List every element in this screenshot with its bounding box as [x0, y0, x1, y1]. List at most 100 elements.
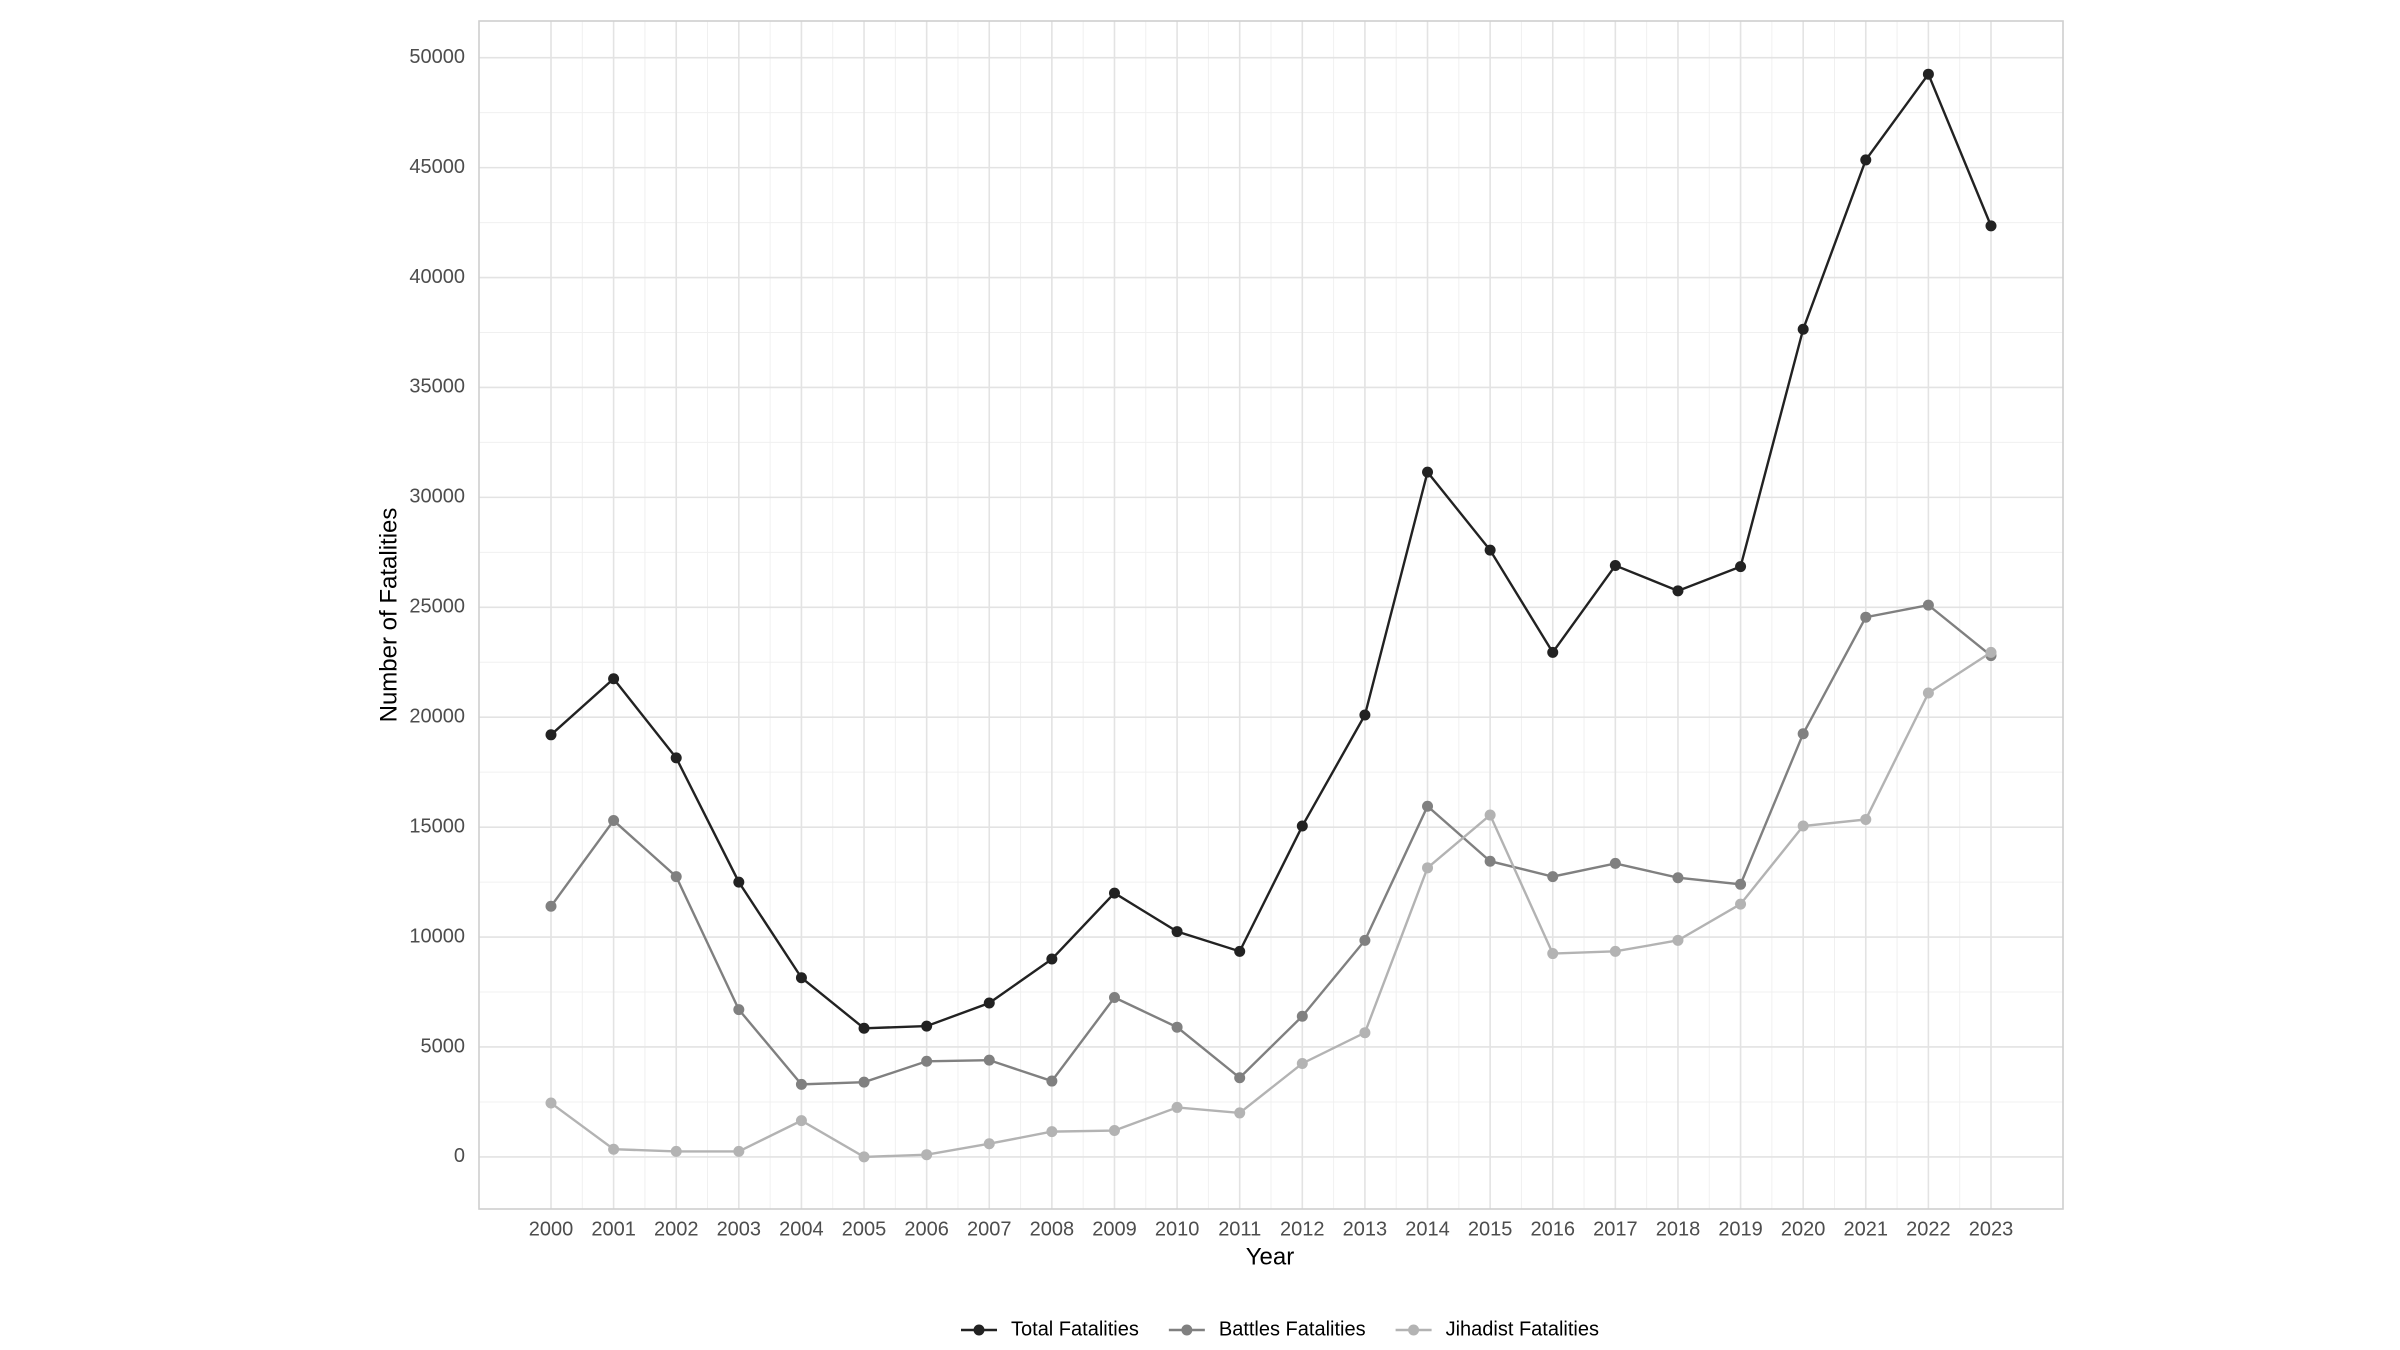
- data-point: [983, 1054, 995, 1066]
- data-point: [1234, 1072, 1246, 1084]
- data-point: [1735, 878, 1747, 890]
- data-point: [733, 1145, 745, 1157]
- x-axis-title: Year: [1246, 1243, 1295, 1270]
- y-tick-label: 0: [454, 1145, 465, 1167]
- data-point: [1108, 887, 1120, 899]
- y-tick-label: 35000: [409, 376, 465, 398]
- x-tick-label: 2018: [1656, 1218, 1701, 1240]
- data-point: [1046, 953, 1058, 965]
- y-tick-label: 10000: [409, 925, 465, 947]
- data-point: [795, 1078, 807, 1090]
- data-point: [545, 900, 557, 912]
- y-tick-label: 5000: [421, 1035, 466, 1057]
- series-line: [550, 651, 1992, 1159]
- x-tick-label: 2006: [904, 1218, 949, 1240]
- data-point: [1922, 599, 1934, 611]
- data-point: [858, 1022, 870, 1034]
- x-tick-label: 2019: [1718, 1218, 1763, 1240]
- data-point: [670, 871, 682, 883]
- x-tick-label: 2020: [1781, 1218, 1826, 1240]
- data-point: [1985, 220, 1997, 232]
- series-line: [550, 603, 1992, 1086]
- legend-label: Battles Fatalities: [1219, 1318, 1366, 1340]
- data-point: [1797, 323, 1809, 335]
- data-point: [1985, 646, 1997, 658]
- data-point: [1359, 709, 1371, 721]
- x-tick-label: 2010: [1155, 1218, 1200, 1240]
- data-point: [545, 729, 557, 741]
- x-tick-label: 2017: [1593, 1218, 1638, 1240]
- y-tick-label: 30000: [409, 486, 465, 508]
- data-point: [983, 1138, 995, 1150]
- x-tick-label: 2004: [779, 1218, 824, 1240]
- x-tick-label: 2011: [1218, 1218, 1261, 1240]
- data-point: [733, 1004, 745, 1016]
- y-tick-label: 15000: [409, 815, 465, 837]
- data-point: [1046, 1126, 1058, 1138]
- data-point: [1422, 466, 1434, 478]
- data-point: [1735, 561, 1747, 573]
- x-tick-label: 2002: [654, 1218, 699, 1240]
- y-axis-title: Number of Fatalities: [375, 508, 402, 723]
- legend-item: Total Fatalities: [961, 1318, 1139, 1340]
- x-tick-label: 2013: [1343, 1218, 1388, 1240]
- x-tick-label: 2014: [1405, 1218, 1450, 1240]
- x-tick-label: 2022: [1906, 1218, 1951, 1240]
- legend-marker: [1181, 1324, 1193, 1336]
- data-point: [1547, 871, 1559, 883]
- data-point: [1547, 646, 1559, 658]
- y-tick-label: 40000: [409, 266, 465, 288]
- data-point: [921, 1149, 933, 1161]
- data-point: [1171, 1101, 1183, 1113]
- y-tick-label: 25000: [409, 596, 465, 618]
- data-point: [1296, 820, 1308, 832]
- x-tick-label: 2008: [1030, 1218, 1075, 1240]
- data-point: [608, 673, 620, 685]
- data-point: [1547, 948, 1559, 960]
- x-tick-label: 2005: [842, 1218, 887, 1240]
- data-point: [983, 997, 995, 1009]
- x-tick-label: 2001: [591, 1218, 636, 1240]
- data-point: [1359, 934, 1371, 946]
- data-point: [670, 1145, 682, 1157]
- x-tick-label: 2015: [1468, 1218, 1513, 1240]
- data-point: [1672, 585, 1684, 597]
- data-point: [545, 1097, 557, 1109]
- data-point: [858, 1076, 870, 1088]
- legend-label: Total Fatalities: [1011, 1318, 1139, 1340]
- legend-marker: [1408, 1324, 1420, 1336]
- data-point: [858, 1151, 870, 1163]
- data-point: [1609, 945, 1621, 957]
- data-point: [1860, 154, 1872, 166]
- data-point: [1296, 1010, 1308, 1022]
- data-point: [1422, 862, 1434, 874]
- data-point: [1108, 992, 1120, 1004]
- data-point: [1234, 945, 1246, 957]
- legend-label: Jihadist Fatalities: [1446, 1318, 1599, 1340]
- x-tick-label: 2007: [967, 1218, 1012, 1240]
- legend: Total Fatalities Battles Fatalities Jihadi…: [961, 1318, 1599, 1340]
- grid: [479, 21, 2063, 1209]
- plot-border: [478, 20, 2064, 1210]
- data-point: [1108, 1125, 1120, 1137]
- data-point: [1171, 1021, 1183, 1033]
- data-point: [921, 1055, 933, 1067]
- data-point: [1484, 855, 1496, 867]
- legend-marker: [973, 1324, 985, 1336]
- data-point: [1422, 800, 1434, 812]
- data-point: [670, 752, 682, 764]
- data-point: [608, 1143, 620, 1155]
- data-point: [608, 815, 620, 827]
- data-point: [795, 972, 807, 984]
- data-point: [1234, 1107, 1246, 1119]
- data-point: [1296, 1057, 1308, 1069]
- data-point: [795, 1115, 807, 1127]
- data-point: [1359, 1027, 1371, 1039]
- data-point: [1672, 934, 1684, 946]
- x-tick-label: 2009: [1092, 1218, 1137, 1240]
- data-point: [1922, 687, 1934, 699]
- data-point: [1171, 926, 1183, 938]
- data-point: [1860, 611, 1872, 623]
- x-tick-label: 2023: [1969, 1218, 2014, 1240]
